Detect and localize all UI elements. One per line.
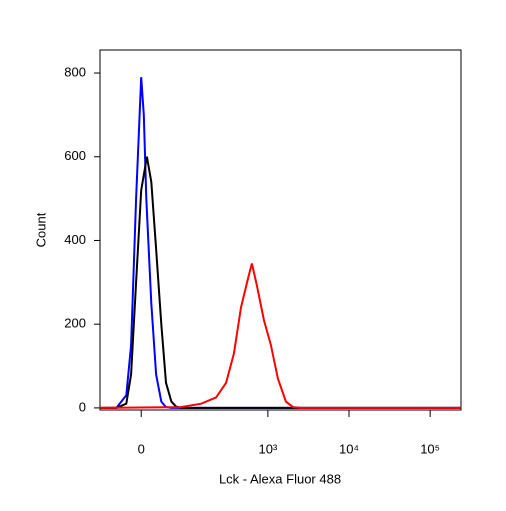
histogram-line bbox=[100, 156, 461, 409]
x-tick-label: 10⁵ bbox=[420, 441, 440, 456]
y-tick-label: 800 bbox=[64, 64, 86, 79]
x-tick-label: 10³ bbox=[258, 441, 277, 456]
plot-frame bbox=[99, 49, 462, 411]
histogram-line bbox=[99, 263, 461, 409]
y-tick-label: 600 bbox=[64, 148, 86, 163]
y-tick-label: 0 bbox=[79, 399, 86, 414]
x-tick-label: 10⁴ bbox=[339, 441, 359, 456]
y-tick-label: 400 bbox=[64, 232, 86, 247]
x-tick-label: 0 bbox=[138, 441, 145, 456]
x-axis-label: Lck - Alexa Fluor 488 bbox=[219, 471, 341, 486]
y-tick-label: 200 bbox=[64, 316, 86, 331]
y-axis-label: Count bbox=[33, 212, 48, 247]
histogram-line bbox=[100, 77, 461, 409]
